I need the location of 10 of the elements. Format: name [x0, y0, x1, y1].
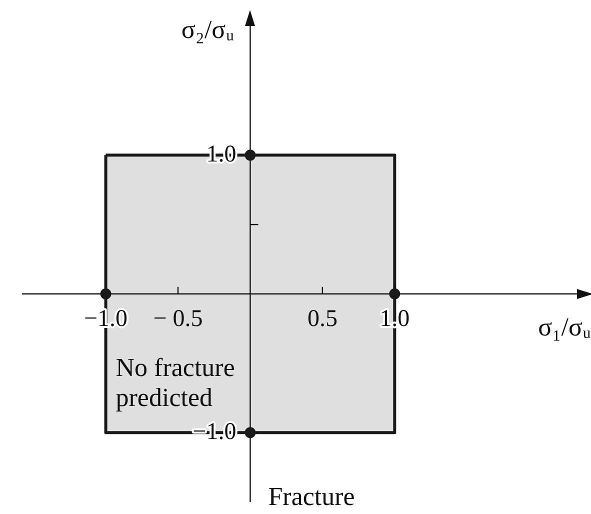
y-axis-title: σ₂/σᵤ [181, 14, 234, 44]
point [244, 150, 256, 161]
x-tick-label: − 0.5 [153, 306, 203, 332]
annotation: Fracture [268, 482, 355, 512]
point [100, 288, 112, 300]
point [389, 288, 400, 300]
x-axis-title: σ₁/σᵤ [538, 312, 591, 342]
point [244, 427, 256, 438]
x-tick-label: 0.5 [307, 306, 338, 332]
annotation: No fracture predicted [116, 353, 235, 412]
